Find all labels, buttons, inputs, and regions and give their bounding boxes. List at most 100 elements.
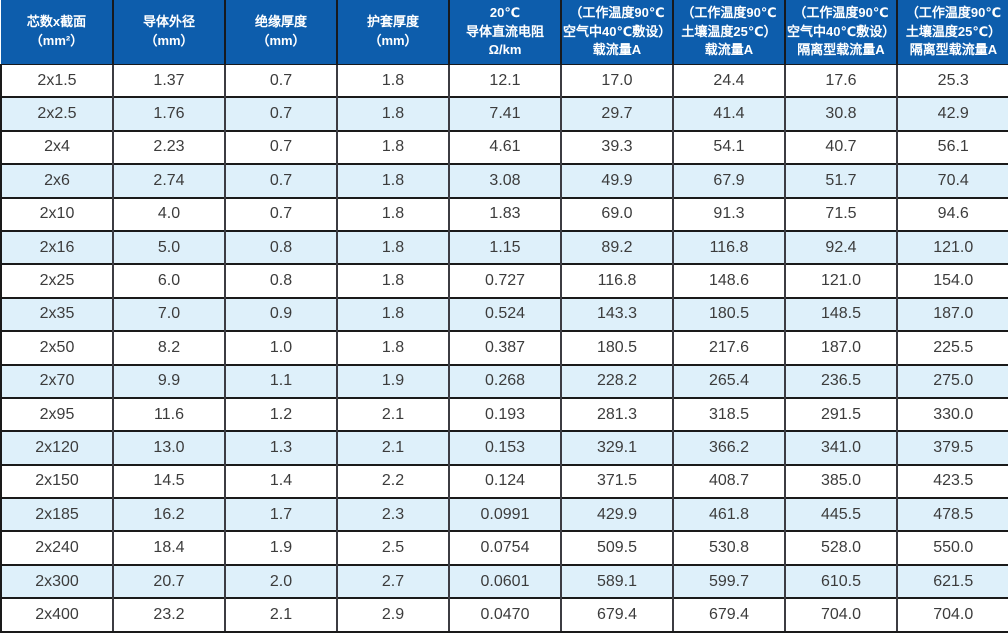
table-cell: 509.5 [560,530,673,565]
table-row: 2x25 6.0 0.8 1.8 0.727 116.8 148.6 121.0 154.0 [0,263,1008,298]
table-cell: 2x35 [0,296,113,332]
column-header: （工作温度90℃ 空气中40℃敷设） 载流量A [560,0,673,65]
table-cell: 1.15 [448,229,561,265]
table-row: 2x400 23.2 2.1 2.9 0.0470 679.4 679.4 704.0 704.… [0,597,1008,633]
table-cell: 1.76 [112,96,225,131]
column-header-line: （mm²） [29,33,84,48]
table-row: 2x95 11.6 1.2 2.1 0.193 281.3 318.5 291.5 330.0 [0,396,1008,432]
table-cell: 121.0 [784,263,897,298]
table-cell: 3.08 [448,163,561,198]
column-header-line: 土壤温度25℃） [905,23,1002,39]
table-cell: 29.7 [560,96,673,131]
table-cell: 1.3 [224,430,337,465]
table-cell: 0.7 [224,129,337,165]
table-row: 2x300 20.7 2.0 2.7 0.0601 589.1 599.7 610.5 621.… [0,563,1008,599]
table-cell: 8.2 [112,330,225,365]
table-cell: 1.9 [336,363,449,398]
table-cell: 265.4 [672,363,785,398]
table-cell: 371.5 [560,463,673,499]
table-cell: 423.5 [896,463,1008,499]
table-cell: 0.524 [448,296,561,332]
table-cell: 0.387 [448,330,561,365]
table-cell: 2x95 [0,396,113,432]
table-cell: 318.5 [672,396,785,432]
table-cell: 1.1 [224,363,337,398]
table-cell: 2x4 [0,129,113,165]
table-cell: 0.9 [224,296,337,332]
table-cell: 1.8 [336,96,449,131]
table-cell: 2.2 [336,463,449,499]
table-cell: 40.7 [784,129,897,165]
table-body: 2x1.5 1.37 0.7 1.8 12.1 17.0 24.4 17.6 25.3 2x2.5… [0,64,1008,633]
table-row: 2x4 2.23 0.7 1.8 4.61 39.3 54.1 40.7 56.1 [0,129,1008,165]
column-header-line: 土壤温度25℃） [681,23,777,39]
table-cell: 679.4 [672,597,785,633]
table-cell: 225.5 [896,330,1008,365]
table-cell: 1.8 [336,229,449,265]
table-cell: 0.7 [224,163,337,198]
table-cell: 51.7 [784,163,897,198]
table-cell: 9.9 [112,363,225,398]
table-cell: 1.2 [224,396,337,432]
table-cell: 2x1.5 [0,64,113,98]
column-header-line: 20℃ [489,4,521,20]
column-header: （工作温度90℃ 土壤温度25℃） 隔离型载流量A [896,0,1008,65]
column-header: 20℃ 导体直流电阻 Ω/km [448,0,561,65]
table-cell: 2x150 [0,463,113,499]
column-header-line: （mm） [368,33,418,48]
table-row: 2x185 16.2 1.7 2.3 0.0991 429.9 461.8 445.5 478.… [0,497,1008,532]
table-cell: 0.727 [448,263,561,298]
table-cell: 2.74 [112,163,225,198]
column-header-line: 导体外径 [142,14,195,30]
table-cell: 0.268 [448,363,561,398]
column-header-line: 空气中40℃敷设） [787,23,896,39]
column-header-line: （mm） [256,33,306,48]
table-cell: 1.37 [112,64,225,98]
column-header-line: 载流量A [704,42,754,58]
table-cell: 478.5 [896,497,1008,532]
table-cell: 329.1 [560,430,673,465]
table-cell: 610.5 [784,563,897,599]
column-header-line: （工作温度90℃ [793,4,889,20]
table-cell: 385.0 [784,463,897,499]
table-cell: 2x70 [0,363,113,398]
table-cell: 1.8 [336,129,449,165]
table-cell: 121.0 [896,229,1008,265]
column-header: （工作温度90℃ 土壤温度25℃） 载流量A [672,0,785,65]
column-header: （工作温度90℃ 空气中40℃敷设） 隔离型载流量A [784,0,897,65]
table-cell: 2x10 [0,196,113,231]
table-cell: 379.5 [896,430,1008,465]
table-cell: 275.0 [896,363,1008,398]
column-header-line: （工作温度90℃ [905,4,1002,20]
table-cell: 41.4 [672,96,785,131]
table-cell: 7.0 [112,296,225,332]
table-row: 2x6 2.74 0.7 1.8 3.08 49.9 67.9 51.7 70.4 [0,163,1008,198]
table-cell: 7.41 [448,96,561,131]
table-cell: 429.9 [560,497,673,532]
table-cell: 67.9 [672,163,785,198]
table-cell: 154.0 [896,263,1008,298]
table-cell: 2.23 [112,129,225,165]
column-header: 芯数x截面 （mm²） [1,0,113,65]
table-cell: 49.9 [560,163,673,198]
table-cell: 704.0 [784,597,897,633]
table-cell: 599.7 [672,563,785,599]
table-cell: 12.1 [448,64,561,98]
table-cell: 341.0 [784,430,897,465]
table-cell: 2x120 [0,430,113,465]
table-cell: 0.7 [224,96,337,131]
table-cell: 71.5 [784,196,897,231]
table-header: 芯数x截面 （mm²） 导体外径 （mm） 绝缘厚度 （mm） 护套厚度 （mm） 20℃ 导体直… [1,0,1008,65]
table-cell: 408.7 [672,463,785,499]
table-cell: 0.8 [224,229,337,265]
table-cell: 187.0 [784,330,897,365]
table-row: 2x1.5 1.37 0.7 1.8 12.1 17.0 24.4 17.6 25.3 [0,64,1008,98]
table-row: 2x16 5.0 0.8 1.8 1.15 89.2 116.8 92.4 121.0 [0,229,1008,265]
table-cell: 530.8 [672,530,785,565]
table-cell: 4.0 [112,196,225,231]
table-cell: 94.6 [896,196,1008,231]
table-cell: 1.4 [224,463,337,499]
table-cell: 148.5 [784,296,897,332]
table-cell: 116.8 [560,263,673,298]
